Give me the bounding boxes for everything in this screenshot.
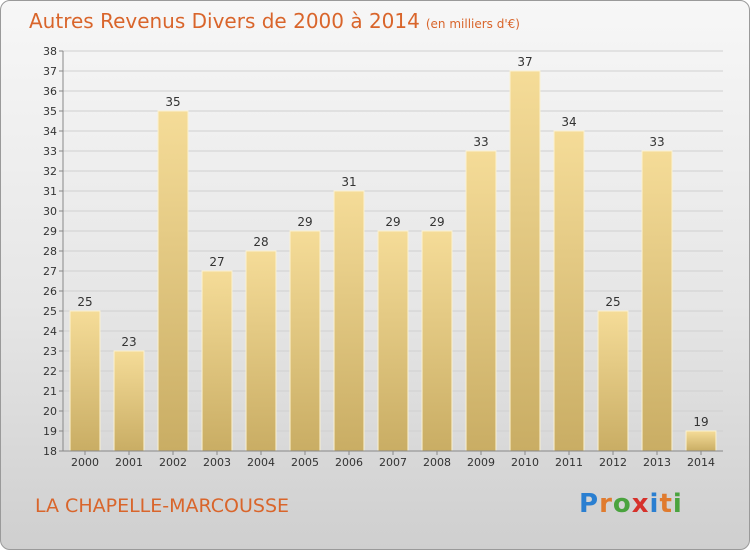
value-label: 34: [561, 115, 576, 129]
value-label: 35: [165, 95, 180, 109]
x-tick-label: 2006: [335, 456, 363, 469]
y-tick-label: 18: [43, 445, 57, 458]
bar: [289, 230, 321, 452]
y-tick-label: 34: [43, 125, 57, 138]
bar: [245, 250, 277, 452]
bar: [685, 430, 717, 452]
bar: [509, 70, 541, 452]
bar: [113, 350, 145, 452]
axes: [59, 50, 723, 455]
bar: [553, 130, 585, 452]
x-tick-label: 2007: [379, 456, 407, 469]
location-name: LA CHAPELLE-MARCOUSSE: [35, 495, 290, 517]
bar: [465, 150, 497, 452]
x-tick-label: 2004: [247, 456, 275, 469]
y-tick-label: 32: [43, 165, 57, 178]
bar: [597, 310, 629, 452]
y-tick-label: 35: [43, 105, 57, 118]
y-tick-label: 36: [43, 85, 57, 98]
chart-title: Autres Revenus Divers de 2000 à 2014 (en …: [29, 9, 520, 33]
y-tick-label: 23: [43, 345, 57, 358]
x-tick-label: 2008: [423, 456, 451, 469]
x-tick-label: 2012: [599, 456, 627, 469]
logo-letter: r: [599, 489, 613, 519]
logo-letter: i: [672, 489, 683, 519]
chart-title-text: Autres Revenus Divers de 2000 à 2014: [29, 9, 420, 33]
x-tick-label: 2010: [511, 456, 539, 469]
y-tick-label: 20: [43, 405, 57, 418]
logo-letter: x: [631, 489, 650, 519]
value-label: 27: [209, 255, 224, 269]
bar: [69, 310, 101, 452]
y-tick-label: 21: [43, 385, 57, 398]
value-label: 33: [649, 135, 664, 149]
value-label: 25: [77, 295, 92, 309]
value-label: 19: [693, 415, 708, 429]
value-label: 31: [341, 175, 356, 189]
x-tick-label: 2009: [467, 456, 495, 469]
value-label: 28: [253, 235, 268, 249]
value-label: 33: [473, 135, 488, 149]
x-tick-label: 2005: [291, 456, 319, 469]
bar: [641, 150, 673, 452]
y-tick-label: 31: [43, 185, 57, 198]
x-tick-label: 2001: [115, 456, 143, 469]
y-tick-label: 37: [43, 65, 57, 78]
logo-letter: P: [579, 489, 600, 519]
value-label: 37: [517, 55, 532, 69]
y-tick-label: 29: [43, 225, 57, 238]
x-tick-label: 2013: [643, 456, 671, 469]
logo-letter: t: [659, 489, 673, 519]
value-label: 29: [297, 215, 312, 229]
y-tick-label: 25: [43, 305, 57, 318]
bar: [377, 230, 409, 452]
chart-subtitle: (en milliers d'€): [425, 17, 520, 31]
y-tick-label: 33: [43, 145, 57, 158]
labels: 18 19 20 21 22 23 24 25 26 27 28 29 30 31 32 33 34 35 36 37…: [43, 45, 715, 469]
logo-letter: o: [612, 489, 632, 519]
bar: [157, 110, 189, 452]
x-tick-label: 2000: [71, 456, 99, 469]
bar: [201, 270, 233, 452]
bars: [69, 70, 717, 452]
value-label: 25: [605, 295, 620, 309]
y-tick-label: 24: [43, 325, 57, 338]
bar: [421, 230, 453, 452]
x-tick-label: 2003: [203, 456, 231, 469]
x-tick-label: 2014: [687, 456, 715, 469]
value-label: 29: [385, 215, 400, 229]
proxiti-logo: Proxiti: [579, 489, 683, 519]
y-tick-label: 19: [43, 425, 57, 438]
x-tick-label: 2011: [555, 456, 583, 469]
y-tick-label: 22: [43, 365, 57, 378]
value-label: 29: [429, 215, 444, 229]
y-tick-label: 26: [43, 285, 57, 298]
x-tick-label: 2002: [159, 456, 187, 469]
y-tick-label: 28: [43, 245, 57, 258]
value-label: 23: [121, 335, 136, 349]
y-tick-label: 38: [43, 45, 57, 58]
y-tick-label: 27: [43, 265, 57, 278]
y-tick-label: 30: [43, 205, 57, 218]
logo-letter: i: [649, 489, 660, 519]
bar: [333, 190, 365, 452]
